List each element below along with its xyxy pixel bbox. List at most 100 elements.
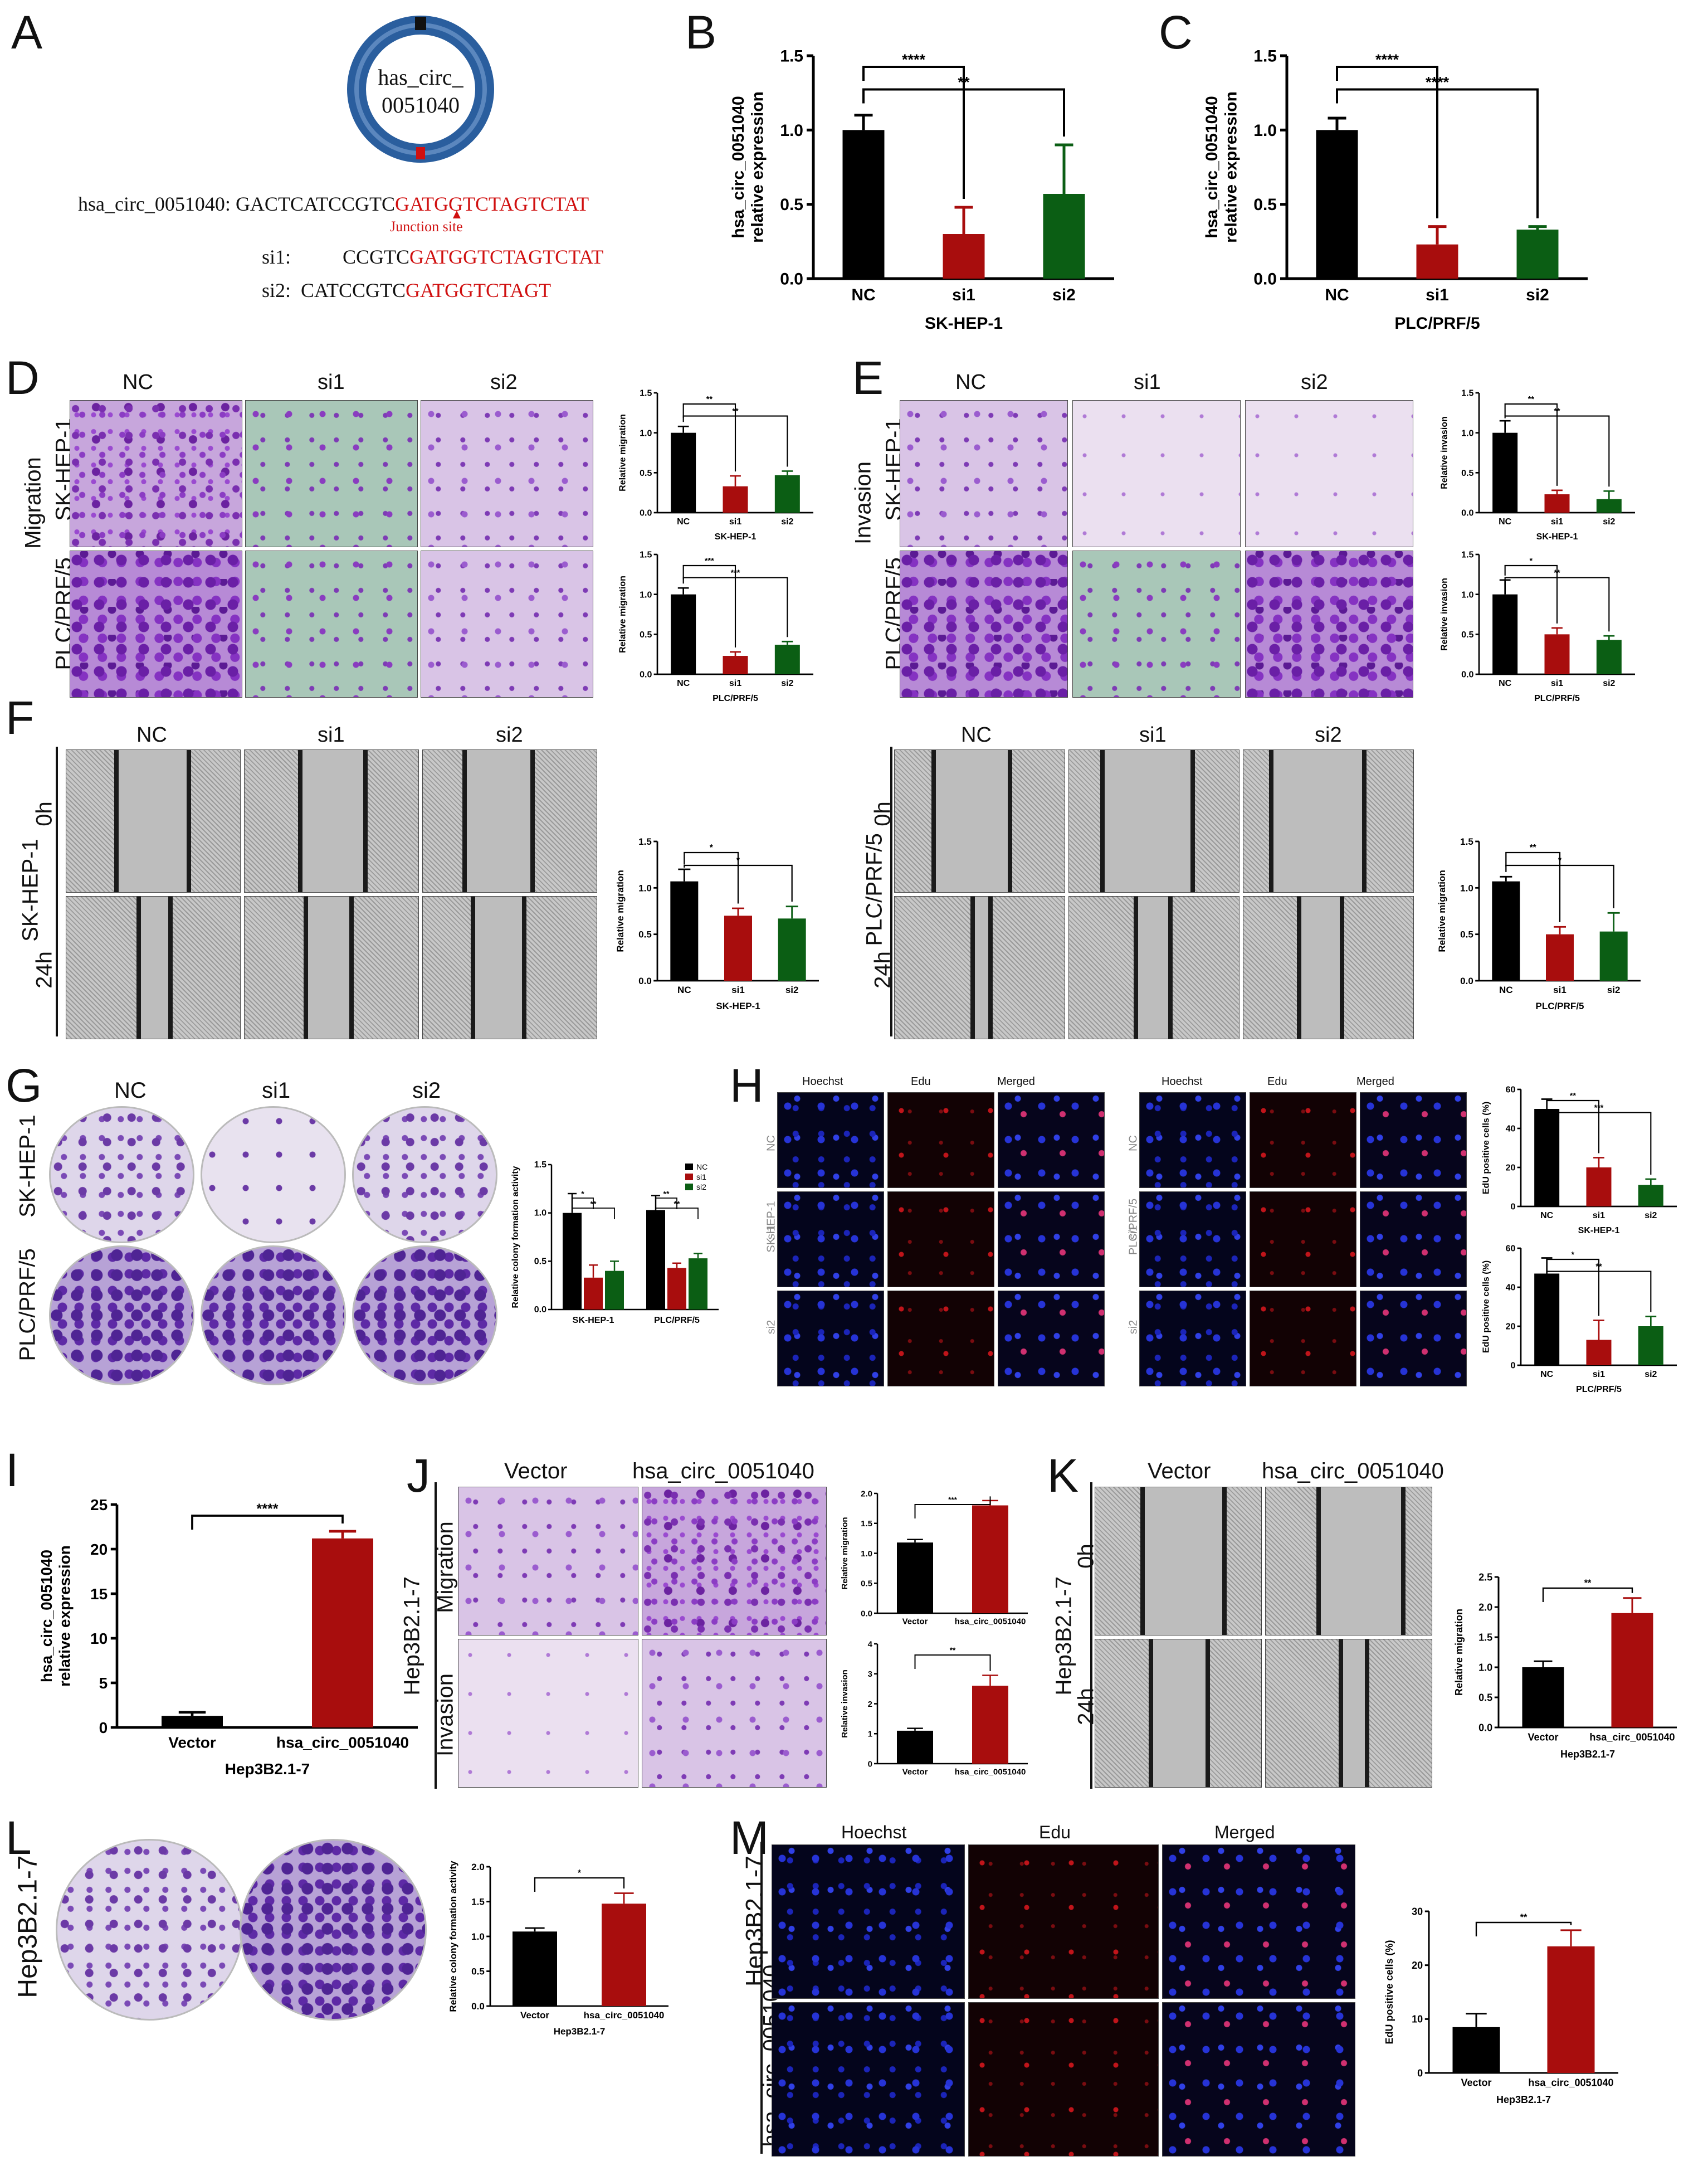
significance-label: ** bbox=[1554, 569, 1560, 578]
chart-b: 0.00.51.01.5NC si1 si2******hsa_circ_00510… bbox=[729, 47, 1114, 333]
j-row-hep3b: Hep3B2.1-7 bbox=[399, 1576, 424, 1696]
y-axis-label: Relative migration bbox=[615, 870, 626, 952]
y-tick-label: 1.5 bbox=[640, 389, 652, 398]
y-tick-label: 20 bbox=[90, 1541, 108, 1558]
bar bbox=[1599, 931, 1628, 981]
h-left-hoechst: Hoechst bbox=[802, 1075, 843, 1088]
significance-label: * bbox=[1530, 557, 1533, 566]
f-left-col-si1: si1 bbox=[318, 723, 345, 747]
significance-label: ** bbox=[1528, 395, 1535, 404]
significance-label: **** bbox=[1426, 74, 1450, 91]
y-tick-label: 60 bbox=[1506, 1244, 1516, 1254]
wound-skhep1-si2-0h bbox=[422, 749, 597, 893]
migration-image-skhep1-si1 bbox=[245, 400, 418, 547]
bar bbox=[1586, 1167, 1612, 1206]
y-tick-label: 1.0 bbox=[640, 429, 652, 438]
bar bbox=[1596, 640, 1622, 674]
bar bbox=[1534, 1273, 1560, 1365]
y-tick-label: 0.0 bbox=[1253, 270, 1277, 289]
y-axis-label: Relative invasion bbox=[840, 1669, 850, 1738]
bar bbox=[667, 1268, 686, 1310]
h-right-row-si2: si2 bbox=[1127, 1320, 1140, 1335]
y-tick-label: 2.0 bbox=[1478, 1602, 1492, 1613]
bar bbox=[563, 1213, 582, 1310]
y-tick-label: 1.5 bbox=[534, 1160, 546, 1170]
significance-label: *** bbox=[731, 569, 740, 578]
m-merged: Merged bbox=[1214, 1822, 1275, 1842]
migration-image-plc-si2 bbox=[421, 551, 593, 698]
k-wound-vector-24h bbox=[1095, 1639, 1262, 1788]
panel-letter-j: J bbox=[407, 1449, 430, 1502]
y-tick-label: 0 bbox=[99, 1719, 108, 1736]
significance-bracket bbox=[682, 415, 788, 467]
significance-label: * bbox=[736, 856, 740, 865]
y-tick-label: 5 bbox=[99, 1675, 108, 1692]
y-tick-label: 0.5 bbox=[638, 929, 652, 940]
m-vector-hoechst bbox=[772, 1844, 965, 1999]
e-row-invasion: Invasion bbox=[851, 461, 876, 544]
bar bbox=[1043, 194, 1085, 279]
y-tick-label: 0.0 bbox=[638, 976, 652, 986]
x-axis-label: PLC/PRF/5 bbox=[1536, 1001, 1584, 1011]
edu-plc-si2-merged bbox=[1360, 1291, 1467, 1386]
wound-plc-si1-24h bbox=[1068, 896, 1239, 1039]
y-tick-label: 20 bbox=[1506, 1164, 1516, 1173]
bar bbox=[1316, 130, 1358, 279]
m-circ-hoechst bbox=[772, 2002, 965, 2157]
x-tick-label: hsa_circ_0051040 bbox=[276, 1734, 409, 1751]
y-tick-label: 1.5 bbox=[861, 1519, 872, 1529]
bar bbox=[897, 1730, 933, 1764]
y-tick-label: 1.0 bbox=[471, 1931, 485, 1942]
m-vector-merged bbox=[1162, 1844, 1355, 1999]
y-axis-label: EdU positive cells (%) bbox=[1384, 1940, 1395, 2044]
legend-swatch bbox=[685, 1184, 693, 1190]
y-axis-label: relative expression bbox=[748, 91, 767, 243]
significance-label: *** bbox=[948, 1496, 958, 1504]
y-axis-label: Relative migration bbox=[618, 414, 627, 491]
h-right-merged: Merged bbox=[1356, 1075, 1394, 1088]
invasion-image-plc-nc bbox=[900, 551, 1068, 698]
h-left-row-si2: si2 bbox=[765, 1320, 778, 1335]
y-axis-label: relative expression bbox=[56, 1545, 73, 1687]
x-tick-label: si2 bbox=[1607, 985, 1621, 995]
d-col-si2: si2 bbox=[490, 371, 518, 394]
circrna-ring-diagram bbox=[347, 16, 494, 163]
y-tick-label: 60 bbox=[1506, 1086, 1516, 1095]
y-tick-label: 0.5 bbox=[1460, 929, 1473, 940]
x-tick-label: si2 bbox=[1526, 286, 1549, 304]
y-tick-label: 0 bbox=[1510, 1361, 1515, 1371]
f-left-col-si2: si2 bbox=[496, 723, 523, 747]
m-edu: Edu bbox=[1039, 1822, 1071, 1842]
bar bbox=[671, 432, 696, 513]
x-tick-label: NC bbox=[677, 517, 690, 527]
significance-bracket bbox=[684, 864, 793, 902]
significance-bracket bbox=[191, 1515, 344, 1530]
junction-marker-icon: ▲ bbox=[450, 207, 463, 222]
significance-bracket bbox=[655, 1208, 699, 1219]
y-axis-label: EdU positive cells (%) bbox=[1481, 1102, 1491, 1194]
significance-bracket bbox=[914, 1496, 991, 1518]
y-axis-label: Relative invasion bbox=[1439, 578, 1449, 651]
bar bbox=[605, 1271, 624, 1310]
f-right-bracket bbox=[890, 747, 892, 1036]
significance-label: *** bbox=[1594, 1104, 1604, 1113]
bar bbox=[1492, 881, 1520, 981]
y-tick-label: 15 bbox=[90, 1585, 108, 1603]
significance-bracket bbox=[1336, 88, 1539, 218]
significance-label: * bbox=[1572, 1250, 1575, 1259]
x-tick-label: si1 bbox=[1593, 1370, 1605, 1379]
significance-label: ** bbox=[1530, 843, 1536, 853]
y-tick-label: 0.0 bbox=[861, 1609, 872, 1618]
k-bracket bbox=[1090, 1482, 1092, 1789]
d-col-nc: NC bbox=[123, 371, 153, 394]
f-left-row-0h: 0h bbox=[32, 801, 57, 826]
y-tick-label: 1.5 bbox=[1461, 389, 1473, 398]
x-tick-label: si1 bbox=[1551, 679, 1563, 688]
chart-c: 0.0 0.5 1.0 1.5 NC si1 si2 **** **** hsa_circ_005… bbox=[1203, 47, 1588, 333]
significance-label: ** bbox=[1584, 1578, 1592, 1588]
significance-label: *** bbox=[705, 557, 714, 566]
y-tick-label: 0.5 bbox=[1461, 630, 1473, 640]
significance-bracket bbox=[572, 1198, 594, 1209]
significance-bracket bbox=[1504, 564, 1558, 624]
